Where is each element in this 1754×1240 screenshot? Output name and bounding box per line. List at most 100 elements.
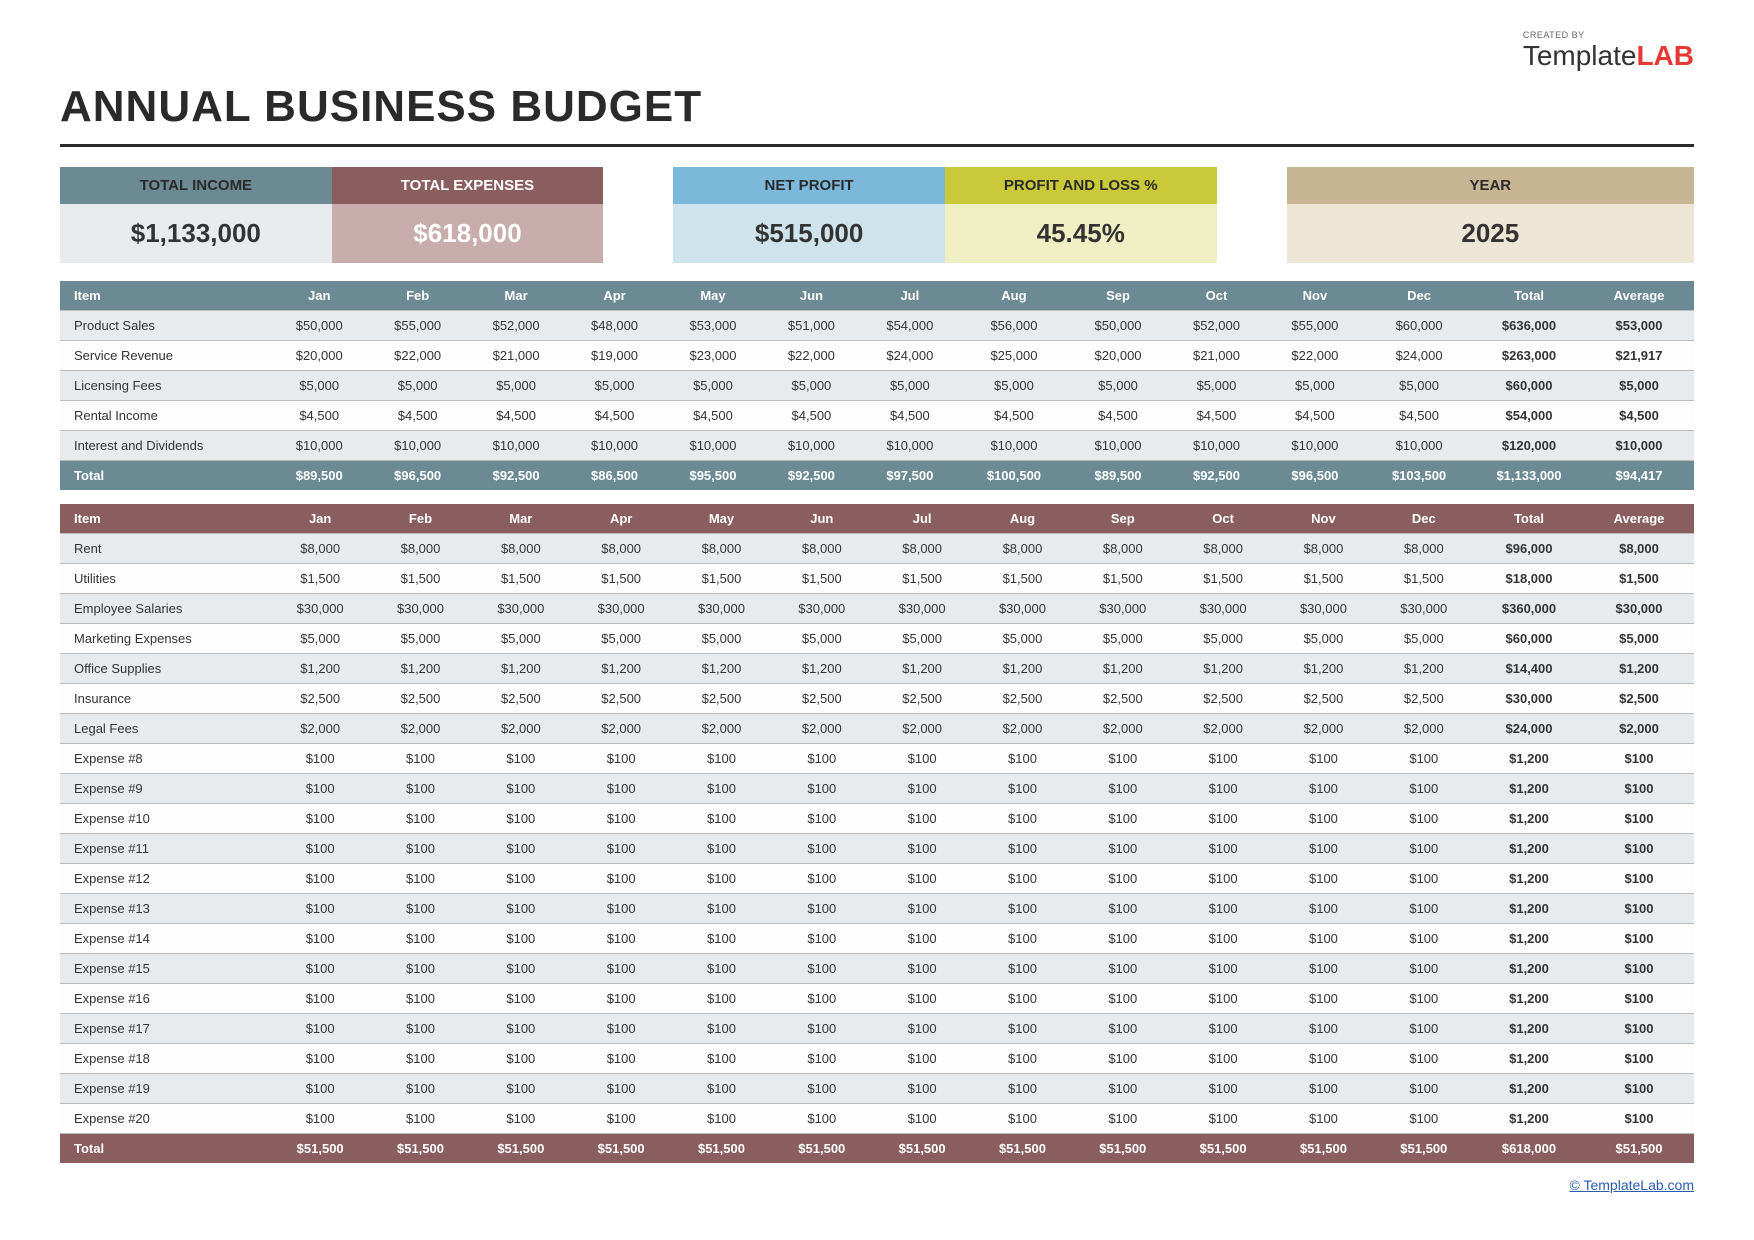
value-cell: $100 [1374, 744, 1474, 774]
value-cell: $100 [370, 744, 470, 774]
footer-link[interactable]: © TemplateLab.com [60, 1177, 1694, 1193]
item-cell: Service Revenue [60, 341, 270, 371]
value-cell: $1,200 [1474, 894, 1584, 924]
summary-row: TOTAL INCOME $1,133,000 TOTAL EXPENSES $… [60, 167, 1694, 263]
value-cell: $10,000 [467, 431, 565, 461]
value-cell: $1,200 [1474, 984, 1584, 1014]
value-cell: $100 [370, 1044, 470, 1074]
value-cell: $100 [471, 834, 571, 864]
value-cell: $95,500 [664, 461, 762, 491]
value-cell: $100 [270, 1074, 370, 1104]
value-cell: $97,500 [861, 461, 959, 491]
table-row: Rent$8,000$8,000$8,000$8,000$8,000$8,000… [60, 534, 1694, 564]
value-cell: $5,000 [762, 371, 860, 401]
value-cell: $19,000 [565, 341, 663, 371]
income-table: ItemJanFebMarAprMayJunJulAugSepOctNovDec… [60, 281, 1694, 490]
value-cell: $1,500 [972, 564, 1072, 594]
col-header: Aug [959, 281, 1069, 311]
value-cell: $30,000 [370, 594, 470, 624]
value-cell: $100 [1073, 1074, 1173, 1104]
value-cell: $1,200 [1584, 654, 1694, 684]
value-cell: $5,000 [664, 371, 762, 401]
value-cell: $51,500 [671, 1134, 771, 1164]
value-cell: $100 [1173, 744, 1273, 774]
value-cell: $100 [1273, 834, 1373, 864]
value-cell: $100 [571, 954, 671, 984]
value-cell: $100 [671, 804, 771, 834]
value-cell: $2,500 [772, 684, 872, 714]
value-cell: $100 [872, 864, 972, 894]
value-cell: $5,000 [1266, 371, 1364, 401]
value-cell: $1,500 [370, 564, 470, 594]
value-cell: $2,500 [1173, 684, 1273, 714]
col-header: Sep [1073, 504, 1173, 534]
value-cell: $5,000 [872, 624, 972, 654]
value-cell: $4,500 [762, 401, 860, 431]
item-cell: Expense #17 [60, 1014, 270, 1044]
value-cell: $100 [370, 804, 470, 834]
value-cell: $60,000 [1474, 371, 1584, 401]
table-row: Rental Income$4,500$4,500$4,500$4,500$4,… [60, 401, 1694, 431]
value-cell: $4,500 [1069, 401, 1167, 431]
value-cell: $89,500 [270, 461, 368, 491]
item-cell: Insurance [60, 684, 270, 714]
value-cell: $5,000 [368, 371, 466, 401]
value-cell: $100 [972, 984, 1072, 1014]
value-cell: $100 [1273, 984, 1373, 1014]
value-cell: $1,200 [1474, 1104, 1584, 1134]
summary-year-label: YEAR [1287, 167, 1694, 204]
value-cell: $100 [1073, 924, 1173, 954]
value-cell: $1,200 [1273, 654, 1373, 684]
value-cell: $55,000 [1266, 311, 1364, 341]
value-cell: $100 [1173, 924, 1273, 954]
value-cell: $100 [571, 1014, 671, 1044]
value-cell: $100 [1173, 1044, 1273, 1074]
table-row: Product Sales$50,000$55,000$52,000$48,00… [60, 311, 1694, 341]
value-cell: $10,000 [664, 431, 762, 461]
value-cell: $52,000 [1167, 311, 1265, 341]
summary-pl-value: 45.45% [945, 204, 1217, 263]
table-row: Expense #9$100$100$100$100$100$100$100$1… [60, 774, 1694, 804]
value-cell: $1,200 [1474, 744, 1584, 774]
value-cell: $1,200 [1474, 1014, 1584, 1044]
value-cell: $5,000 [270, 371, 368, 401]
value-cell: $20,000 [1069, 341, 1167, 371]
value-cell: $100 [872, 924, 972, 954]
value-cell: $100 [671, 954, 771, 984]
value-cell: $100 [270, 924, 370, 954]
table-row: Marketing Expenses$5,000$5,000$5,000$5,0… [60, 624, 1694, 654]
value-cell: $100 [471, 924, 571, 954]
value-cell: $100 [571, 744, 671, 774]
value-cell: $100 [370, 894, 470, 924]
value-cell: $30,000 [1273, 594, 1373, 624]
value-cell: $100 [1073, 774, 1173, 804]
value-cell: $92,500 [467, 461, 565, 491]
value-cell: $100 [972, 1104, 1072, 1134]
value-cell: $100 [571, 894, 671, 924]
value-cell: $100 [1584, 984, 1694, 1014]
value-cell: $18,000 [1474, 564, 1584, 594]
value-cell: $2,000 [671, 714, 771, 744]
value-cell: $2,000 [1584, 714, 1694, 744]
value-cell: $100 [571, 1044, 671, 1074]
col-header: Oct [1173, 504, 1273, 534]
value-cell: $100 [1584, 774, 1694, 804]
value-cell: $100 [1273, 1104, 1373, 1134]
value-cell: $1,500 [1584, 564, 1694, 594]
value-cell: $4,500 [664, 401, 762, 431]
value-cell: $30,000 [1474, 684, 1584, 714]
value-cell: $100 [772, 804, 872, 834]
item-cell: Interest and Dividends [60, 431, 270, 461]
value-cell: $86,500 [565, 461, 663, 491]
value-cell: $1,200 [1474, 834, 1584, 864]
value-cell: $100 [471, 894, 571, 924]
value-cell: $2,000 [972, 714, 1072, 744]
value-cell: $100 [471, 954, 571, 984]
value-cell: $100 [1374, 774, 1474, 804]
value-cell: $5,000 [1173, 624, 1273, 654]
value-cell: $1,500 [270, 564, 370, 594]
value-cell: $100 [772, 774, 872, 804]
value-cell: $100 [1273, 864, 1373, 894]
value-cell: $53,000 [1584, 311, 1694, 341]
value-cell: $1,200 [772, 654, 872, 684]
